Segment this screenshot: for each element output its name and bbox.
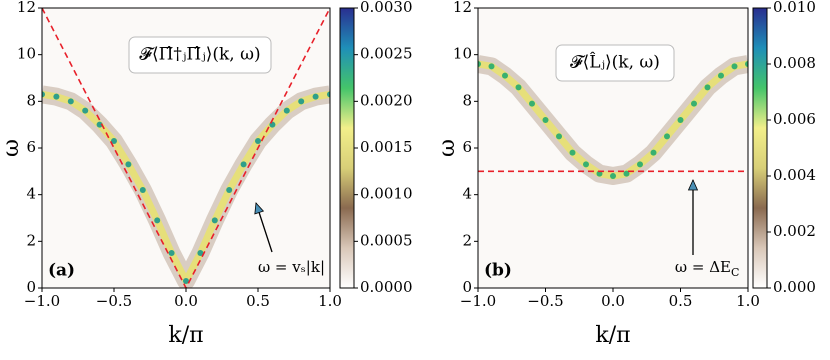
annotation-subscript: C	[731, 266, 739, 279]
ridge-point	[298, 98, 305, 105]
ridge-point	[583, 161, 589, 168]
panel-title: 𝓕⟨Π̂†ⱼΠ̂ⱼ⟩(k, ω)	[139, 45, 260, 65]
ridge-point	[139, 187, 146, 193]
x-tick-label: 1.0	[736, 292, 760, 310]
ridge-point	[211, 217, 218, 224]
y-tick-label: 10	[17, 45, 36, 63]
ridge-point	[704, 84, 711, 91]
ridge-point	[327, 91, 330, 98]
colorbar-tick-label: 0.008	[773, 54, 816, 72]
colorbar-tick-label: 0.0015	[360, 138, 413, 156]
ridge-point	[312, 93, 319, 100]
colorbar-tick-label: 0.002	[773, 222, 816, 240]
ridge-point	[610, 173, 616, 179]
arrow-head	[254, 202, 265, 215]
x-tick-label: 0.0	[601, 292, 625, 310]
y-tick-label: 8	[462, 91, 472, 109]
title-box	[555, 44, 675, 82]
colorbar-tick-label: 0.006	[773, 110, 816, 128]
y-tick-label: 6	[26, 138, 36, 156]
y-tick-label: 12	[17, 0, 36, 16]
ridge-point	[556, 133, 562, 140]
ridge-point	[731, 63, 738, 70]
ridge-point	[283, 107, 290, 114]
y-tick-label: 0	[26, 278, 36, 296]
ridge-point	[478, 61, 481, 67]
reference-line	[42, 8, 330, 288]
ridge-point	[183, 278, 189, 284]
ridge-point	[240, 161, 247, 168]
colorbar-tick-label: 0.004	[773, 166, 816, 184]
ridge-point	[596, 170, 603, 177]
ridge-point	[125, 161, 132, 168]
ridge-point	[637, 161, 643, 168]
arrow-head	[687, 179, 699, 191]
x-tick-label: 0.5	[669, 292, 693, 310]
x-tick-label: −0.5	[527, 292, 563, 310]
ridge-point	[42, 91, 45, 98]
colorbar-tick-label: 0.000	[773, 278, 816, 296]
title-box	[128, 36, 272, 74]
x-axis-label: k/π	[168, 323, 203, 348]
ridge-point	[67, 98, 74, 105]
ridge-point	[53, 93, 60, 100]
colorbar-tick-label: 0.0000	[360, 278, 413, 296]
y-tick-label: 2	[462, 231, 472, 249]
x-tick-label: −1.0	[460, 292, 496, 310]
ridge-point	[82, 107, 89, 114]
ridge-point	[111, 138, 117, 144]
ridge-point	[745, 61, 748, 67]
ridge-point	[650, 149, 657, 156]
panel-label: (a)	[48, 261, 75, 281]
ridge-point	[515, 84, 522, 91]
y-axis-label: ω	[435, 139, 460, 157]
colorbar-tick-label: 0.0020	[360, 91, 413, 109]
panel-title: 𝓕⟨L̂ⱼ⟩(k, ω)	[570, 52, 660, 72]
panel-label: (b)	[484, 261, 512, 281]
ridge-point	[96, 121, 103, 128]
ridge-point	[691, 100, 697, 107]
ridge-point	[168, 250, 175, 256]
ridge-point	[677, 117, 684, 123]
y-tick-label: 4	[462, 185, 472, 203]
colorbar-tick-label: 0.010	[773, 0, 816, 16]
x-tick-label: 1.0	[318, 292, 342, 310]
ridge-point	[542, 117, 549, 123]
colorbar	[339, 7, 355, 289]
y-tick-label: 6	[462, 138, 472, 156]
ridge-point	[718, 72, 724, 79]
colorbar-tick-label: 0.0010	[360, 185, 413, 203]
ridge-point	[569, 149, 576, 156]
x-tick-label: −1.0	[24, 292, 60, 310]
y-tick-label: 0	[462, 278, 472, 296]
ridge-point	[154, 217, 161, 224]
x-tick-label: −0.5	[96, 292, 132, 310]
ridge-point	[664, 133, 670, 140]
y-tick-label: 12	[453, 0, 472, 16]
x-axis-label: k/π	[595, 323, 630, 348]
annotation: ω = vₛ|k|	[258, 258, 325, 276]
ridge-point	[255, 138, 261, 144]
colorbar	[752, 7, 768, 289]
ridge-point	[488, 63, 495, 70]
x-tick-label: 0.0	[174, 292, 198, 310]
y-tick-label: 10	[453, 45, 472, 63]
annotation: ω = ΔE	[675, 258, 731, 276]
ridge-point	[529, 100, 535, 107]
x-tick-label: 0.5	[246, 292, 270, 310]
colorbar-tick-label: 0.0005	[360, 231, 413, 249]
y-tick-label: 4	[26, 185, 36, 203]
ridge-point	[502, 72, 508, 79]
ridge-point	[197, 250, 204, 256]
y-tick-label: 8	[26, 91, 36, 109]
ridge-point	[623, 170, 630, 177]
colorbar-tick-label: 0.0025	[360, 45, 413, 63]
colorbar-tick-label: 0.0030	[360, 0, 413, 16]
y-tick-label: 2	[26, 231, 36, 249]
y-axis-label: ω	[0, 139, 24, 157]
ridge-point	[226, 187, 233, 193]
